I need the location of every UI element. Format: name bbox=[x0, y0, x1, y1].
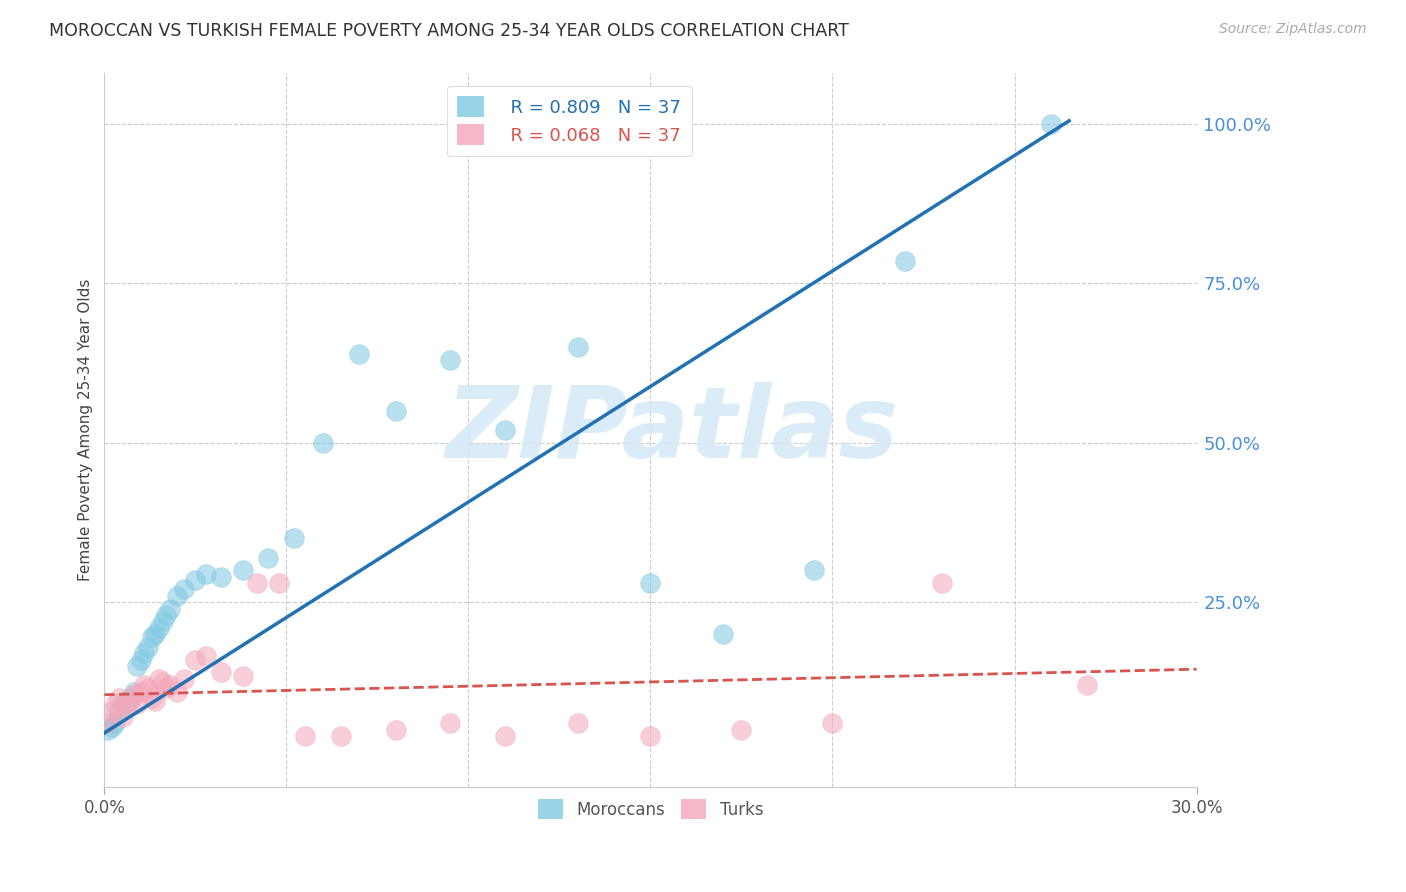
Point bbox=[108, 690, 131, 705]
Text: Source: ZipAtlas.com: Source: ZipAtlas.com bbox=[1219, 22, 1367, 37]
Point bbox=[294, 729, 316, 743]
Point bbox=[122, 684, 145, 698]
Legend: Moroccans, Turks: Moroccans, Turks bbox=[531, 793, 770, 825]
Text: MOROCCAN VS TURKISH FEMALE POVERTY AMONG 25-34 YEAR OLDS CORRELATION CHART: MOROCCAN VS TURKISH FEMALE POVERTY AMONG… bbox=[49, 22, 849, 40]
Point bbox=[283, 532, 305, 546]
Point bbox=[166, 684, 188, 698]
Point bbox=[155, 681, 177, 696]
Point bbox=[232, 563, 254, 577]
Point bbox=[166, 589, 188, 603]
Point bbox=[143, 694, 166, 708]
Point bbox=[136, 681, 159, 696]
Point bbox=[122, 688, 145, 702]
Point bbox=[127, 659, 149, 673]
Point bbox=[115, 700, 138, 714]
Point bbox=[1039, 117, 1062, 131]
Point bbox=[152, 675, 174, 690]
Point bbox=[330, 729, 353, 743]
Point bbox=[195, 566, 218, 581]
Point bbox=[155, 607, 177, 622]
Point bbox=[134, 646, 156, 660]
Point bbox=[129, 653, 152, 667]
Point bbox=[711, 627, 734, 641]
Point bbox=[159, 678, 181, 692]
Point bbox=[152, 615, 174, 629]
Point bbox=[494, 423, 516, 437]
Y-axis label: Female Poverty Among 25-34 Year Olds: Female Poverty Among 25-34 Year Olds bbox=[79, 279, 93, 582]
Point bbox=[803, 563, 825, 577]
Point bbox=[232, 668, 254, 682]
Point bbox=[118, 694, 141, 708]
Point bbox=[104, 698, 127, 712]
Point bbox=[269, 576, 291, 591]
Point bbox=[143, 627, 166, 641]
Point bbox=[97, 716, 120, 731]
Point bbox=[141, 690, 163, 705]
Point bbox=[104, 716, 127, 731]
Point bbox=[134, 678, 156, 692]
Point bbox=[108, 704, 131, 718]
Point bbox=[184, 573, 207, 587]
Point bbox=[97, 723, 120, 737]
Text: ZIPatlas: ZIPatlas bbox=[446, 382, 898, 479]
Point bbox=[173, 672, 195, 686]
Point bbox=[439, 353, 461, 368]
Point bbox=[640, 729, 662, 743]
Point bbox=[209, 665, 232, 680]
Point bbox=[257, 550, 280, 565]
Point bbox=[136, 640, 159, 654]
Point bbox=[127, 698, 149, 712]
Point bbox=[1076, 678, 1098, 692]
Point bbox=[173, 582, 195, 597]
Point bbox=[141, 630, 163, 644]
Point bbox=[567, 716, 589, 731]
Point bbox=[148, 672, 170, 686]
Point bbox=[100, 720, 122, 734]
Point bbox=[209, 570, 232, 584]
Point bbox=[148, 621, 170, 635]
Point bbox=[195, 649, 218, 664]
Point bbox=[100, 704, 122, 718]
Point bbox=[931, 576, 953, 591]
Point bbox=[184, 653, 207, 667]
Point bbox=[640, 576, 662, 591]
Point bbox=[347, 346, 370, 360]
Point bbox=[312, 435, 335, 450]
Point bbox=[730, 723, 752, 737]
Point bbox=[159, 601, 181, 615]
Point bbox=[494, 729, 516, 743]
Point bbox=[384, 723, 406, 737]
Point bbox=[246, 576, 269, 591]
Point bbox=[129, 684, 152, 698]
Point bbox=[439, 716, 461, 731]
Point bbox=[111, 710, 134, 724]
Point bbox=[894, 254, 917, 268]
Point bbox=[567, 340, 589, 354]
Point bbox=[384, 404, 406, 418]
Point bbox=[821, 716, 844, 731]
Point bbox=[115, 694, 138, 708]
Point bbox=[118, 690, 141, 705]
Point bbox=[111, 698, 134, 712]
